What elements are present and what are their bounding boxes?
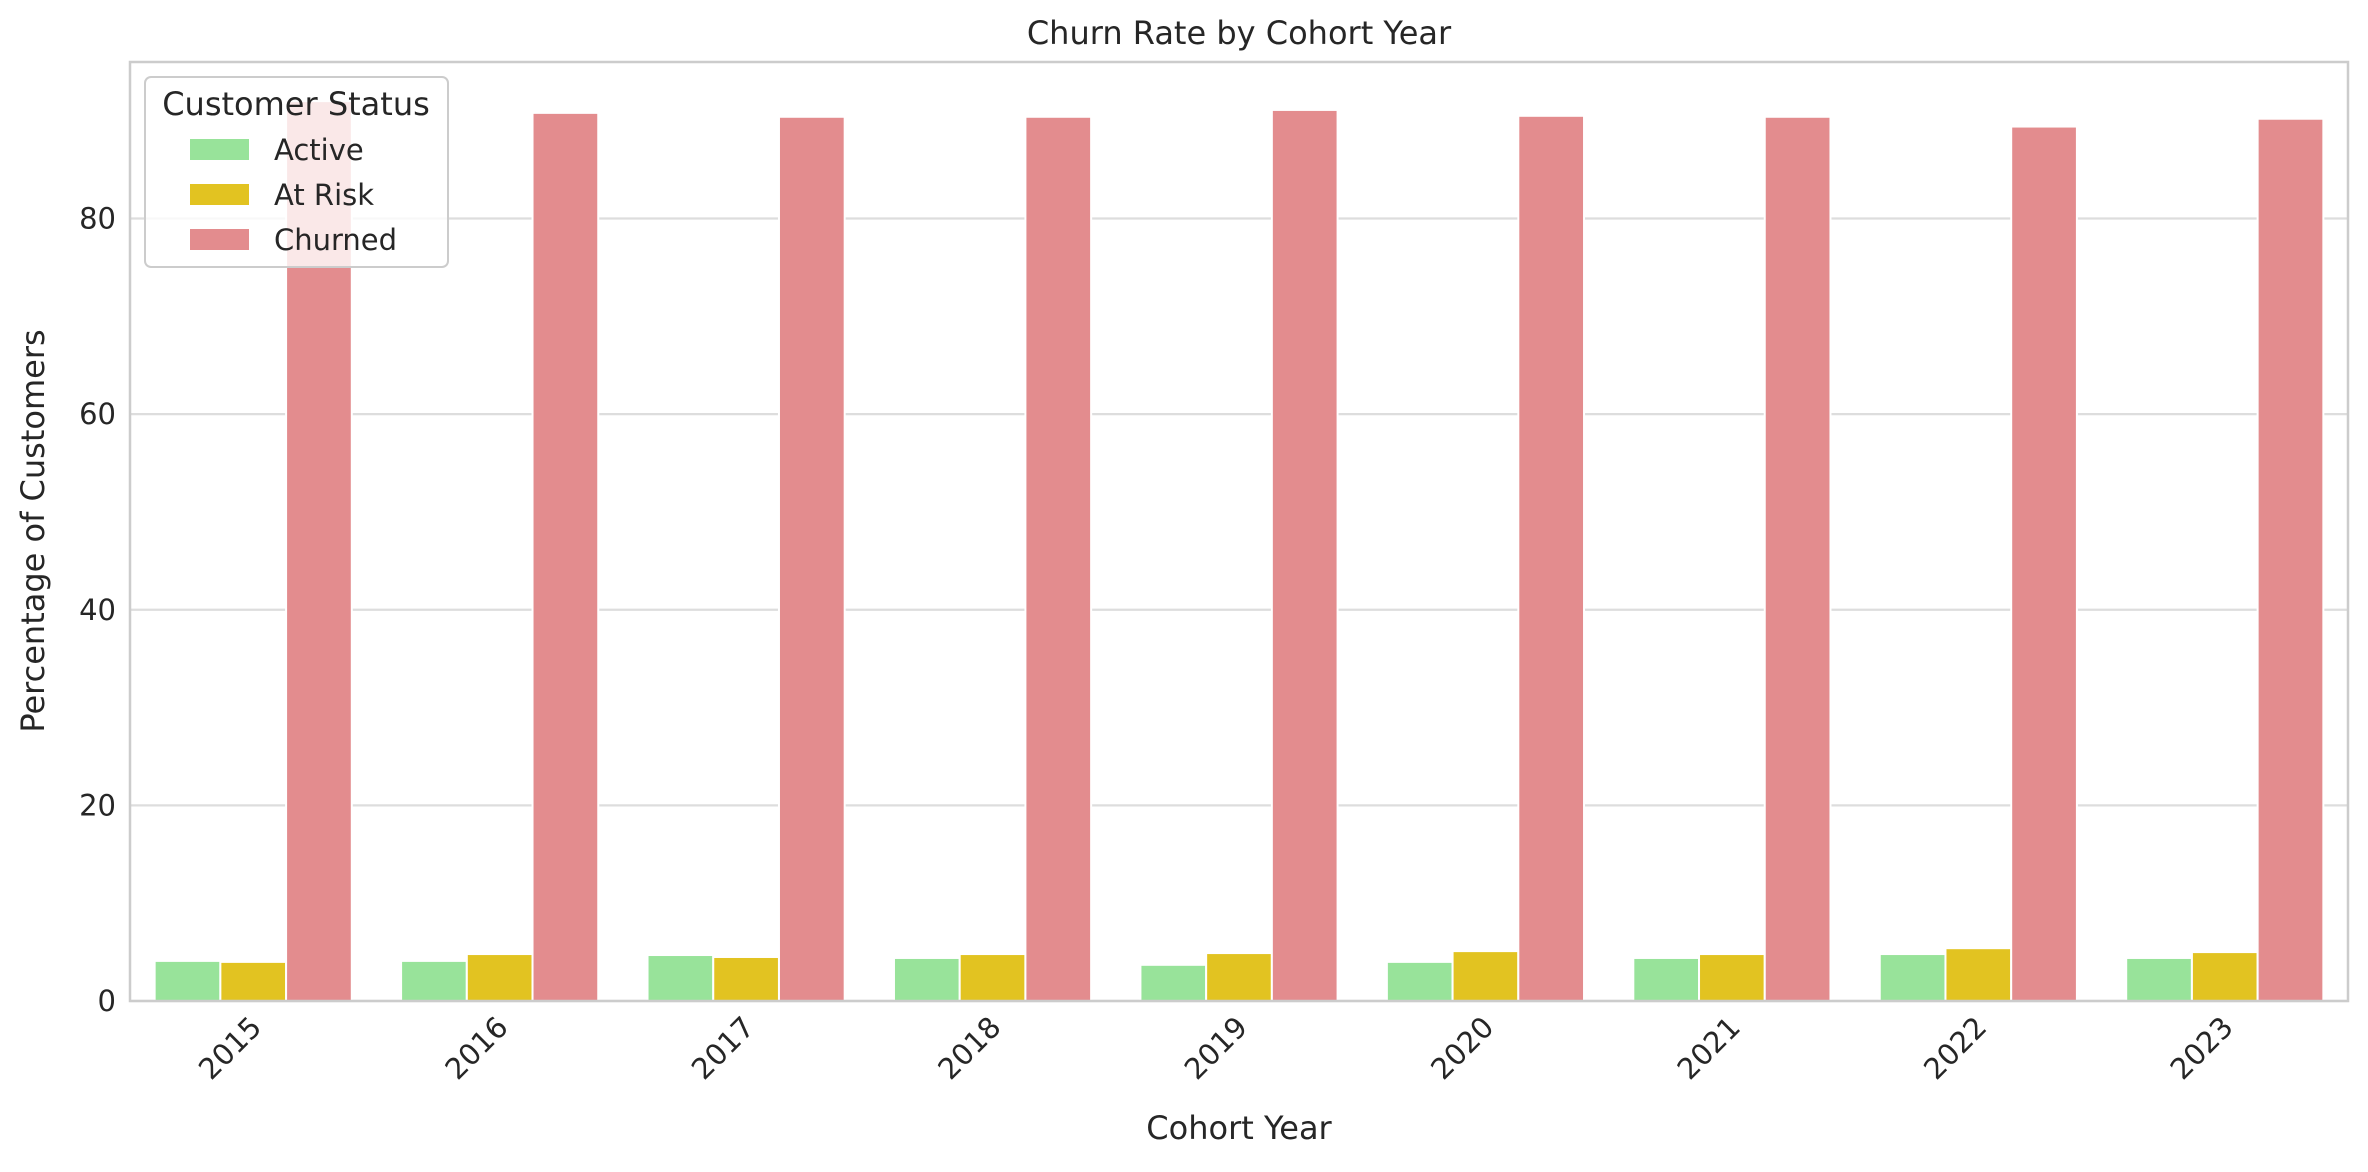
x-tick-labels: 2015 2016 2017 2018 2019 2020 2021 2022 2023 xyxy=(192,1010,2240,1086)
bar-active-2022 xyxy=(1878,953,1947,1002)
bar-churned-2016 xyxy=(531,111,600,1003)
bar-churned-2017 xyxy=(777,115,846,1002)
y-tick-label: 80 xyxy=(79,202,116,236)
legend-swatch-at-risk xyxy=(190,184,249,205)
legend-items: Active At Risk Churned xyxy=(190,133,397,257)
bar-churned-2021 xyxy=(1763,115,1832,1002)
bar-churned-2023 xyxy=(2256,117,2325,1002)
chart-title: Churn Rate by Cohort Year xyxy=(1027,14,1452,52)
bar-at-risk-2020 xyxy=(1451,950,1520,1002)
y-tick-labels: 0 20 40 60 80 xyxy=(79,202,116,1019)
x-tick-label: 2015 xyxy=(192,1010,268,1086)
bars xyxy=(153,100,2325,1003)
bar-at-risk-2021 xyxy=(1698,953,1766,1002)
bar-active-2017 xyxy=(646,954,715,1003)
x-tick-label: 2020 xyxy=(1424,1010,1500,1086)
bar-active-2023 xyxy=(2125,956,2193,1003)
legend-box xyxy=(144,76,449,268)
bar-active-2016 xyxy=(400,959,468,1002)
x-tick-label: 2021 xyxy=(1671,1010,1747,1086)
y-tick-label: 40 xyxy=(79,593,116,627)
x-tick-label: 2016 xyxy=(438,1010,514,1086)
legend-swatch-active xyxy=(190,139,249,160)
bar-churned-2019 xyxy=(1270,108,1339,1003)
legend-swatch-churned xyxy=(190,229,249,250)
bar-churned-2018 xyxy=(1024,115,1093,1002)
y-tick-label: 60 xyxy=(79,397,116,431)
bar-at-risk-2019 xyxy=(1205,952,1273,1003)
bar-at-risk-2016 xyxy=(465,953,534,1002)
x-tick-label: 2019 xyxy=(1178,1010,1254,1086)
bar-churned-2022 xyxy=(2010,125,2078,1002)
bar-at-risk-2018 xyxy=(958,953,1027,1002)
y-tick-label: 20 xyxy=(79,788,116,822)
legend-label-churned: Churned xyxy=(274,223,397,257)
bar-churned-2020 xyxy=(1517,114,1586,1002)
x-tick-label: 2023 xyxy=(2163,1010,2239,1086)
y-tick-label: 0 xyxy=(98,984,116,1018)
bar-active-2015 xyxy=(153,959,222,1002)
x-tick-label: 2022 xyxy=(1917,1010,1993,1086)
bar-active-2019 xyxy=(1139,963,1208,1003)
plot-frame xyxy=(128,60,2350,1003)
legend: Customer Status Active At Risk Churned xyxy=(144,76,449,268)
bar-at-risk-2015 xyxy=(219,960,288,1002)
x-tick-label: 2018 xyxy=(931,1010,1007,1086)
bar-at-risk-2023 xyxy=(2190,951,2259,1002)
legend-title: Customer Status xyxy=(162,85,430,123)
bar-at-risk-2017 xyxy=(712,955,780,1002)
x-tick-label: 2017 xyxy=(685,1010,761,1086)
bar-active-2020 xyxy=(1385,960,1454,1002)
bar-at-risk-2022 xyxy=(1944,947,2013,1003)
x-axis-label: Cohort Year xyxy=(1146,1109,1332,1147)
y-axis-label: Percentage of Customers xyxy=(14,329,52,732)
bar-active-2018 xyxy=(892,956,961,1003)
bar-active-2021 xyxy=(1632,956,1701,1003)
legend-label-active: Active xyxy=(274,133,364,167)
legend-label-at-risk: At Risk xyxy=(274,178,374,212)
